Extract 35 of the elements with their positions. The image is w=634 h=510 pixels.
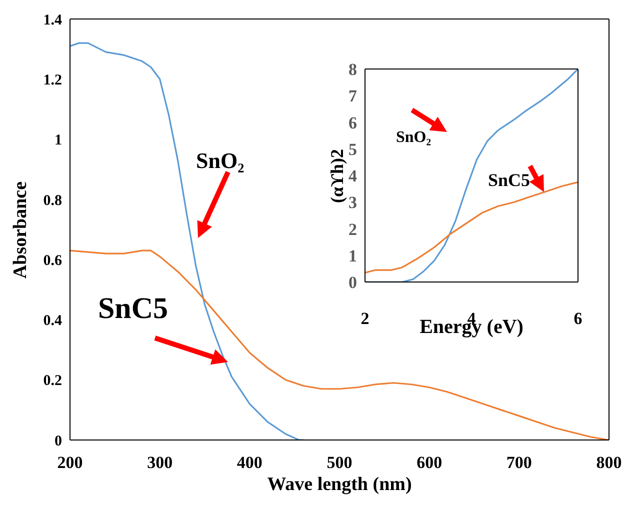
y-tick-label: 0.4 [43,313,62,330]
line-series [365,69,578,282]
y-tick-label: 1 [54,132,62,149]
series-label: SnO₂ [196,148,245,173]
y-tick-label: 8 [348,60,357,80]
y-tick-label: 4 [348,166,358,186]
y-tick-label: 6 [348,113,357,132]
x-tick-label: 6 [574,309,582,328]
y-tick-label: 0.2 [43,373,62,390]
series-label: SnC5 [488,170,530,190]
series-label: SnC5 [98,292,168,325]
y-tick-label: 5 [348,140,357,159]
x-tick-label: 700 [506,453,532,472]
x-tick-label: 300 [147,453,173,472]
y-tick-label: 0 [54,433,62,450]
y-tick-label: 1.2 [43,72,62,88]
line-series [70,42,304,440]
y-tick-label: 0.8 [43,192,62,209]
y-tick-label: 1.4 [43,12,62,28]
x-tick-label: 2 [360,309,370,328]
y-axis-title: Absorbance [10,181,31,279]
y-axis-title: (αϒh)2 [327,148,347,204]
x-tick-label: 500 [326,453,352,472]
y-tick-label: 2 [348,220,357,239]
x-tick-label: 200 [57,453,83,472]
y-tick-label: 0.6 [43,252,62,269]
x-tick-label: 800 [596,453,622,472]
x-axis-title: Wave length (nm) [267,474,412,495]
x-tick-label: 600 [416,453,442,472]
text: SnO₂ [396,129,432,146]
y-tick-label: 3 [348,193,357,212]
y-tick-label: 1 [348,246,357,266]
y-tick-label: 0 [348,273,357,292]
x-tick-label: 400 [236,453,262,472]
y-tick-label: 7 [348,86,358,106]
